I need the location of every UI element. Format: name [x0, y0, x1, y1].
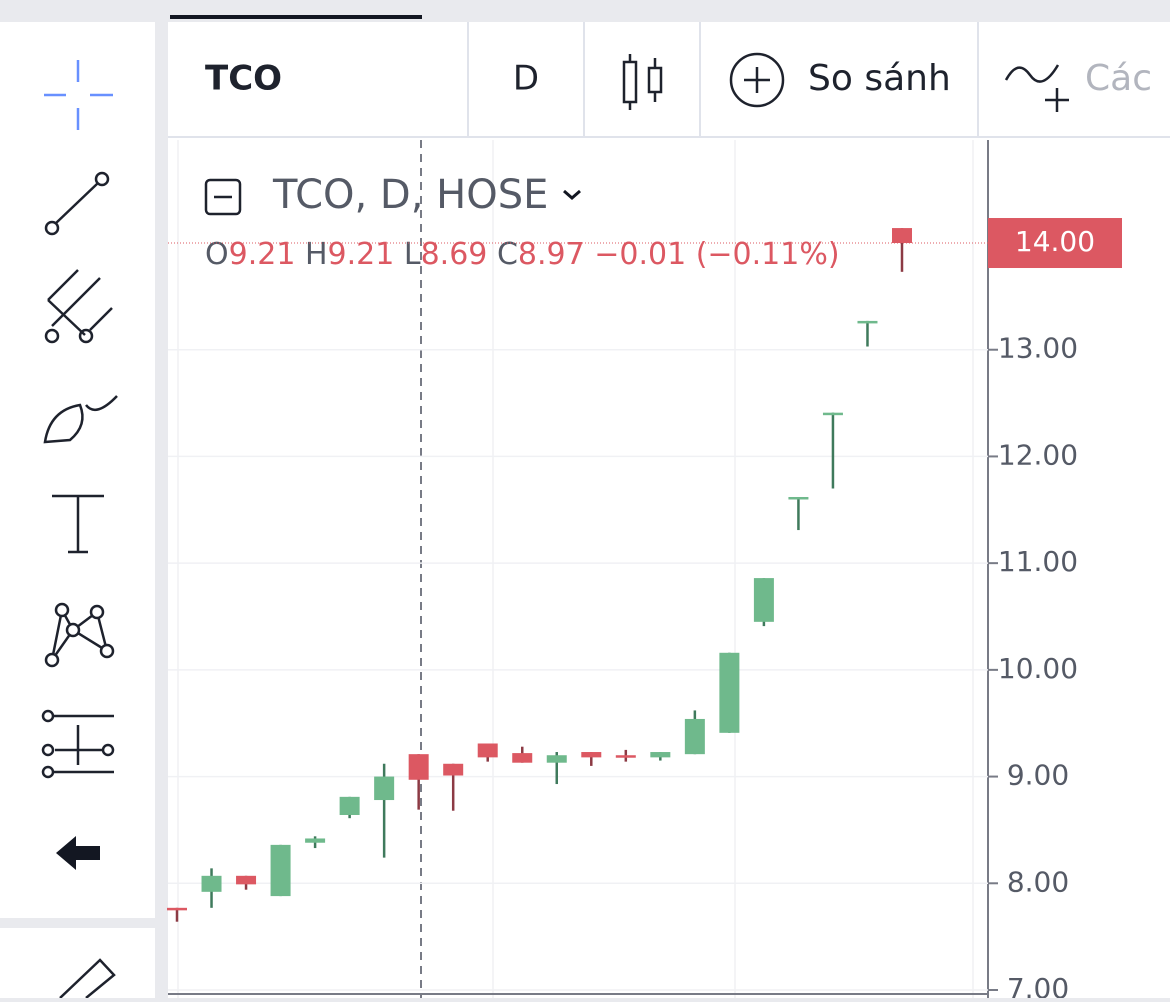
- candle-body: [167, 907, 187, 911]
- legend-label: O: [205, 237, 229, 272]
- candle-body: [270, 844, 291, 897]
- legend-label: C: [497, 237, 518, 272]
- candle-body: [719, 652, 740, 733]
- toolbar-lower: [0, 928, 155, 998]
- candle-body: [615, 755, 636, 758]
- legend-change: −0.01: [594, 237, 686, 272]
- last-price-label: 14.00: [1015, 225, 1095, 258]
- candle-body: [339, 796, 360, 815]
- candle-body: [788, 496, 809, 500]
- interval[interactable]: D: [513, 59, 539, 99]
- chart-panel: [168, 22, 1170, 998]
- candle-body: [477, 743, 498, 758]
- candle-body: [546, 755, 567, 763]
- legend-value: 9.21: [229, 237, 296, 272]
- collapse-icon[interactable]: [204, 178, 242, 216]
- compare-icon[interactable]: [729, 52, 785, 108]
- candle-body: [374, 776, 395, 801]
- line-tool[interactable]: [44, 171, 110, 236]
- symbol[interactable]: TCO: [205, 59, 282, 99]
- indicators[interactable]: Các: [1085, 58, 1152, 99]
- prediction-tool[interactable]: [41, 709, 115, 779]
- title-chevron[interactable]: [563, 189, 581, 200]
- hide-toolbar[interactable]: [56, 836, 100, 870]
- candle-body: [822, 412, 843, 416]
- candle-body: [892, 228, 912, 244]
- y-tick-label: 12.00: [998, 438, 1078, 471]
- candle-body: [305, 838, 326, 843]
- drawing-toolbar: [0, 22, 155, 918]
- legend-value: 8.97: [518, 237, 585, 272]
- candle-body: [581, 752, 602, 758]
- legend-change-pct: (−0.11%): [696, 237, 840, 272]
- ruler-tool[interactable]: [59, 958, 116, 999]
- y-tick-label: 11.00: [998, 545, 1078, 578]
- crosshair-tool[interactable]: [44, 60, 113, 130]
- chart-style-icon[interactable]: [622, 54, 663, 110]
- compare[interactable]: So sánh: [808, 58, 951, 99]
- candle-body: [201, 875, 222, 892]
- topbar-dividers: [467, 22, 979, 137]
- legend-value: 8.69: [421, 237, 488, 272]
- candle-body: [443, 763, 464, 776]
- pattern-tool[interactable]: [44, 602, 115, 668]
- y-tick-label: 13.00: [998, 332, 1078, 365]
- candle-body: [684, 718, 705, 755]
- candle-body: [408, 754, 429, 780]
- candle-body: [236, 875, 257, 885]
- y-tick-label: 8.00: [1007, 865, 1069, 898]
- legend-label: H: [305, 237, 328, 272]
- y-tick-label: 10.00: [998, 652, 1078, 685]
- text-tool[interactable]: [52, 494, 104, 554]
- candle-body: [753, 578, 774, 622]
- brush-tool[interactable]: [43, 395, 118, 444]
- legend-label: L: [404, 237, 421, 272]
- chart-title: TCO, D, HOSE: [272, 172, 548, 218]
- candle-body: [650, 752, 671, 758]
- candle-body: [512, 753, 533, 763]
- indicators-icon[interactable]: [1004, 64, 1069, 112]
- legend-value: 9.21: [328, 237, 395, 272]
- ohlc-legend: O9.21 H9.21 L8.69 C8.97 −0.01 (−0.11%): [205, 237, 840, 272]
- fib-tool[interactable]: [44, 269, 113, 344]
- y-tick-label: 7.00: [1007, 972, 1069, 998]
- time-grid: [177, 140, 974, 998]
- candle-body: [857, 320, 878, 324]
- last-price-box: [988, 218, 1122, 269]
- y-tick-label: 9.00: [1007, 759, 1069, 792]
